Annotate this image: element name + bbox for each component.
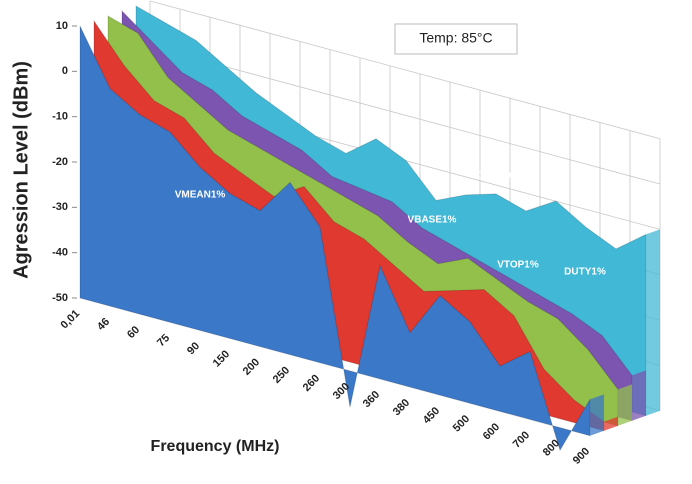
- x-tick-label: 450: [421, 405, 442, 426]
- x-tick-label: 600: [481, 421, 502, 442]
- y-tick-label: -20: [52, 156, 68, 168]
- area-side: [618, 384, 632, 426]
- y-axis-title: Agression Level (dBm): [10, 61, 32, 279]
- series-label: VMEAN1%: [175, 190, 226, 201]
- area-side: [632, 370, 646, 421]
- x-tick-label: 46: [95, 316, 112, 333]
- area-side: [604, 416, 618, 431]
- x-tick-label: 75: [155, 332, 172, 349]
- area-side: [646, 229, 660, 416]
- x-tick-label: 380: [391, 397, 412, 418]
- area: [79, 25, 591, 452]
- x-tick-label: 700: [511, 429, 532, 450]
- annotation-box: [394, 23, 518, 55]
- x-tick-label: 0,01: [59, 308, 83, 332]
- y-tick-label: -40: [52, 247, 68, 259]
- x-tick-label: 500: [451, 413, 472, 434]
- x-tick-label: 260: [301, 372, 322, 393]
- x-axis-title: Frequency (MHz): [151, 438, 280, 455]
- x-tick-label: 900: [571, 445, 592, 466]
- x-tick-label: 150: [211, 348, 232, 369]
- x-tick-label: 360: [361, 389, 382, 410]
- y-tick-label: -30: [52, 201, 68, 213]
- x-tick-label: 250: [271, 364, 292, 385]
- x-tick-label: 200: [241, 356, 262, 377]
- y-tick-label: -50: [52, 292, 68, 304]
- y-tick-label: -10: [52, 111, 68, 123]
- area-side: [590, 394, 604, 436]
- annotation: Temp: 85°C: [419, 30, 492, 46]
- series-label: VBASE1%: [408, 215, 457, 226]
- grid-line: [149, 0, 661, 140]
- y-tick-label: 10: [56, 20, 68, 32]
- x-tick-label: 60: [125, 324, 142, 341]
- grid-line: [149, 45, 661, 185]
- y-tick-label: 0: [62, 65, 68, 77]
- series-label: DUTY10%: [476, 171, 523, 182]
- series-label: DUTY1%: [564, 267, 606, 278]
- x-tick-label: 90: [185, 340, 202, 357]
- series-label: VTOP1%: [497, 260, 539, 271]
